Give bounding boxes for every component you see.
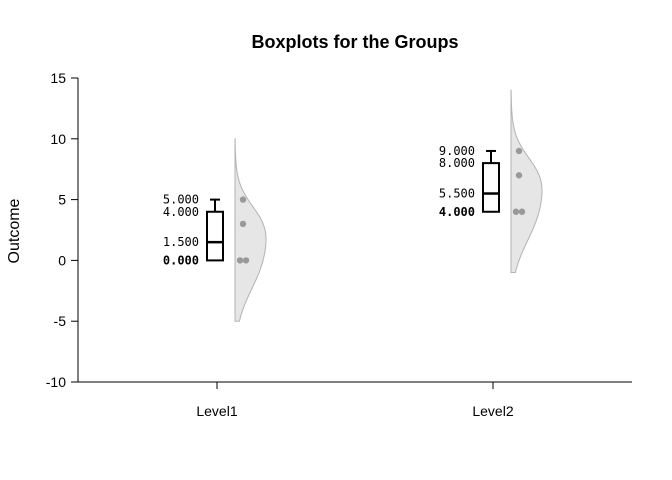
box-level2 [482,162,500,213]
y-tick-label: 10 [50,131,66,147]
stat-label: 4.000 [163,205,199,219]
data-point [242,257,250,264]
y-tick-label: 5 [58,192,66,208]
stat-label: 0.000 [163,253,199,267]
y-tick-label: -5 [54,313,67,329]
stat-label: 5.500 [439,187,475,201]
y-tick-label: -10 [46,374,66,390]
data-point [518,208,526,215]
y-axis-label: Outcome [6,198,23,263]
data-point [512,208,520,215]
stat-label: 9.000 [439,144,475,158]
data-point [515,147,523,155]
stat-label: 1.500 [163,235,199,249]
data-point [515,172,523,179]
data-point [239,196,247,203]
y-tick-label: 15 [50,70,66,86]
density-shape-level1 [234,138,267,322]
box-level1 [206,210,224,262]
density-shape-level2 [510,89,543,274]
data-point [236,257,244,264]
x-tick-label: Level1 [196,403,237,419]
stat-label: 5.000 [163,193,199,207]
x-tick-label: Level2 [472,403,513,419]
stat-label: 4.000 [439,205,475,219]
y-tick-label: 0 [58,252,66,268]
chart-title: Boxplots for the Groups [252,32,459,52]
stat-label: 8.000 [439,156,475,170]
data-point [239,220,247,228]
